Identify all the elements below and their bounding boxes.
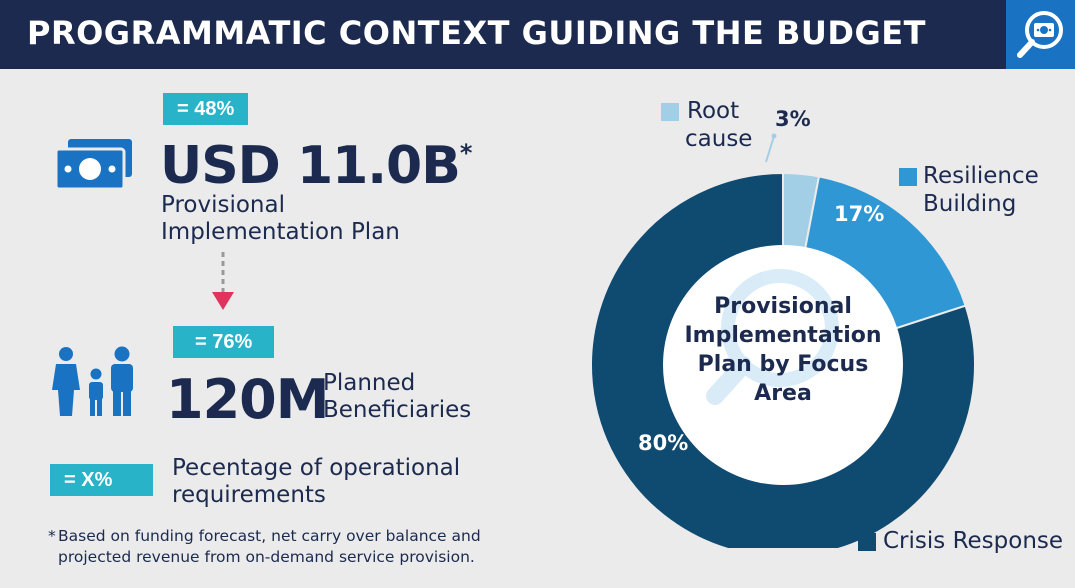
- legend-swatch-crisis: [858, 533, 876, 551]
- funding-label-line2: Implementation Plan: [161, 219, 400, 245]
- legend-resilience-line2: Building: [923, 191, 1017, 217]
- root-cause-leader-line: [765, 133, 777, 163]
- chart-title-line4: Area: [754, 381, 812, 406]
- legend-root-cause-line1: Root: [687, 98, 740, 124]
- footnote-text-line1: Based on funding forecast, net carry ove…: [58, 527, 481, 545]
- beneficiaries-label-line1: Planned: [323, 370, 416, 396]
- header-bar: PROGRAMMATIC CONTEXT GUIDING THE BUDGET: [0, 0, 1006, 69]
- legend-swatch-root-cause: [661, 103, 679, 121]
- operational-label-line1: Pecentage of operational: [172, 455, 461, 481]
- beneficiaries-label-line2: Beneficiaries: [323, 397, 472, 423]
- page-title: PROGRAMMATIC CONTEXT GUIDING THE BUDGET: [27, 14, 926, 52]
- legend-root-cause: Root cause: [685, 97, 753, 153]
- slice-label-resilience: 17%: [834, 202, 885, 226]
- chart-title-line1: Provisional: [714, 294, 852, 319]
- footnote-text-line2: projected revenue from on-demand service…: [58, 548, 475, 566]
- slice-label-root-cause: 3%: [775, 107, 811, 131]
- funding-value: USD 11.0B*: [160, 136, 473, 196]
- beneficiaries-label: Planned Beneficiaries: [323, 370, 471, 424]
- beneficiaries-value: 120M: [166, 368, 329, 431]
- donut-chart: [590, 171, 976, 548]
- funding-label: Provisional Implementation Plan: [161, 192, 400, 246]
- family-icon: [52, 346, 133, 416]
- operational-label: Pecentage of operational requirements: [172, 455, 460, 509]
- legend-resilience: Resilience Building: [923, 162, 1039, 218]
- magnifier-money-icon: [1017, 11, 1063, 58]
- legend-root-cause-line2: cause: [685, 126, 753, 152]
- footnote-line1: * Based on funding forecast, net carry ov…: [48, 526, 481, 547]
- header-icon-box: [1006, 0, 1075, 69]
- donut-hole: [663, 245, 903, 485]
- beneficiaries-percent-badge: = 76%: [173, 326, 275, 358]
- funding-amount: USD 11.0B: [160, 136, 461, 196]
- footnote-marker: *: [48, 527, 56, 545]
- money-icon: [54, 139, 132, 191]
- donut-slice-crisis-response: [590, 171, 976, 548]
- operational-label-line2: requirements: [172, 482, 326, 508]
- chart-center-title: Provisional Implementation Plan by Focus…: [658, 292, 908, 408]
- slice-label-crisis: 80%: [638, 431, 689, 455]
- footnote: * Based on funding forecast, net carry ov…: [48, 526, 481, 568]
- watermark-magnifier-icon: [706, 269, 839, 405]
- down-arrow-icon: [212, 252, 234, 310]
- legend-crisis: Crisis Response: [883, 528, 1064, 554]
- funding-percent-badge: = 48%: [163, 93, 249, 125]
- operational-percent-badge: = X%: [50, 464, 153, 496]
- funding-label-line1: Provisional: [161, 192, 285, 218]
- legend-resilience-line1: Resilience: [923, 163, 1039, 189]
- footnote-line2: projected revenue from on-demand service…: [48, 547, 481, 568]
- funding-asterisk: *: [459, 139, 473, 167]
- legend-swatch-resilience: [899, 168, 917, 186]
- chart-title-line2: Implementation: [684, 323, 882, 348]
- chart-title-line3: Plan by Focus: [697, 352, 869, 377]
